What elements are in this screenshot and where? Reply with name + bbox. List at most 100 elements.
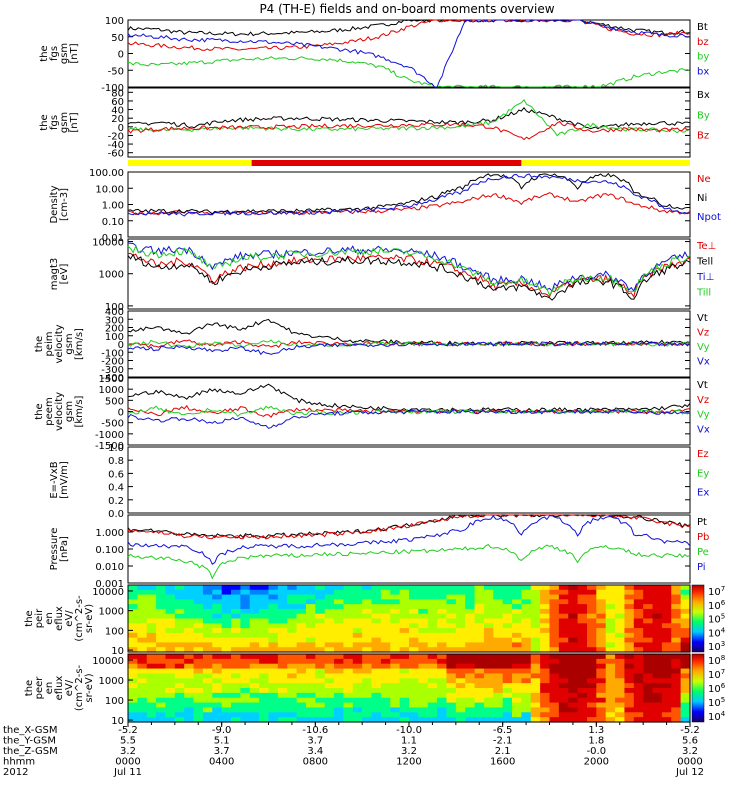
- spectrogram-cell: [202, 613, 213, 620]
- spectrogram-cell: [549, 668, 560, 675]
- spectrogram-cell: [165, 599, 176, 605]
- series-line-Vx: [127, 341, 691, 356]
- spectrogram-cell: [352, 697, 363, 704]
- spectrogram-cell: [605, 613, 616, 620]
- spectrogram-cell: [352, 712, 363, 718]
- spectrogram-cell: [549, 683, 560, 689]
- spectrogram-cell: [680, 618, 691, 624]
- spectrogram-cell: [221, 717, 232, 723]
- spectrogram-cell: [193, 613, 204, 620]
- spectrogram-cell: [493, 613, 504, 620]
- spectrogram-cell: [437, 702, 448, 709]
- spectrogram-cell: [652, 599, 663, 605]
- spectrogram-cell: [371, 608, 382, 615]
- spectrogram-cell: [605, 678, 616, 684]
- spectrogram-cell: [437, 688, 448, 694]
- spectrogram-cell: [540, 654, 551, 660]
- spectrogram-cell: [455, 673, 466, 679]
- spectrogram-cell: [334, 642, 345, 648]
- spectrogram-cell: [455, 647, 466, 653]
- series-line-Vy: [127, 405, 691, 418]
- spectrogram-cell: [324, 632, 335, 639]
- spectrogram-cell: [437, 678, 448, 684]
- spectrogram-cell: [427, 707, 438, 713]
- spectrogram-cell: [268, 608, 279, 615]
- spectrogram-cell: [643, 688, 654, 694]
- spectrogram-cell: [409, 707, 419, 713]
- spectrogram-cell: [259, 673, 270, 679]
- spectrogram-cell: [540, 663, 551, 670]
- spectrogram-cell: [671, 717, 682, 723]
- spectrogram-cell: [624, 654, 635, 660]
- panel-frame: [127, 171, 691, 238]
- spectrogram-cell: [249, 678, 260, 684]
- spectrogram-cell: [455, 712, 466, 718]
- spectrogram-cell: [530, 613, 541, 620]
- spectrogram-cell: [212, 663, 223, 670]
- spectrogram-cell: [174, 599, 185, 605]
- spectrogram-cell: [380, 683, 391, 689]
- spectrogram-cell: [446, 637, 457, 644]
- spectrogram-cell: [287, 712, 298, 718]
- spectrogram-cell: [174, 683, 185, 689]
- spectrogram-cell: [455, 707, 466, 713]
- spectrogram-cell: [277, 647, 288, 653]
- spectrogram-cell: [643, 585, 654, 591]
- y-tick-label: 20: [111, 114, 124, 125]
- spectrogram-cell: [409, 642, 419, 648]
- spectrogram-cell: [193, 642, 204, 648]
- spectrogram-cell: [558, 663, 569, 670]
- spectrogram-cell: [343, 712, 354, 718]
- spectrogram-cell: [661, 608, 672, 615]
- spectrogram-cell: [558, 589, 569, 596]
- spectrogram-cell: [184, 658, 195, 665]
- spectrogram-cell: [577, 683, 588, 689]
- spectrogram-cell: [493, 683, 504, 689]
- spectrogram-cell: [633, 712, 644, 718]
- spectrogram-cell: [146, 589, 157, 596]
- spectrogram-cell: [549, 688, 560, 694]
- spectrogram-cell: [493, 697, 504, 704]
- spectrogram-cell: [502, 683, 513, 689]
- spectrogram-cell: [465, 632, 476, 639]
- spectrogram-cell: [465, 688, 476, 694]
- spectrogram-cell: [465, 623, 476, 629]
- spectrogram-cell: [212, 697, 223, 704]
- legend-Pi: Pi: [697, 562, 706, 573]
- spectrogram-cell: [568, 692, 579, 699]
- spectrogram-cell: [502, 613, 513, 620]
- spectrogram-cell: [305, 678, 316, 684]
- spectrogram-cell: [240, 647, 251, 653]
- spectrogram-cell: [549, 692, 560, 699]
- spectrogram-cell: [530, 599, 541, 605]
- spectrogram-cell: [324, 658, 335, 665]
- spectrogram-cell: [352, 637, 363, 644]
- spectrogram-cell: [633, 599, 644, 605]
- spectrogram-cell: [165, 654, 176, 660]
- legend-Pb: Pb: [697, 532, 709, 543]
- spectrogram-cell: [296, 678, 307, 684]
- spectrogram-cell: [352, 692, 363, 699]
- spectrogram-cell: [137, 599, 148, 605]
- spectrogram-cell: [137, 717, 148, 723]
- y-axis-label-line: fgs: [49, 115, 60, 130]
- spectrogram-cell: [605, 688, 616, 694]
- spectrogram-cell: [231, 707, 241, 713]
- spectrogram-cell: [465, 628, 476, 634]
- spectrogram-cell: [380, 673, 391, 679]
- spectrogram-cell: [605, 604, 616, 610]
- spectrogram-cell: [568, 604, 579, 610]
- spectrogram-cell: [577, 697, 588, 704]
- spectrogram-cell: [615, 585, 626, 591]
- spectrogram-cell: [193, 692, 204, 699]
- spectrogram-cell: [156, 608, 167, 615]
- spectrogram-cell: [399, 647, 410, 653]
- spectrogram-cell: [240, 654, 251, 660]
- spectrogram-cell: [502, 712, 513, 718]
- spectrogram-cell: [586, 589, 597, 596]
- spectrogram-cell: [605, 585, 616, 591]
- spectrogram-cell: [624, 628, 635, 634]
- legend-Ne: Ne: [697, 174, 711, 185]
- spectrogram-cell: [305, 658, 316, 665]
- series-line-Pe: [127, 543, 691, 580]
